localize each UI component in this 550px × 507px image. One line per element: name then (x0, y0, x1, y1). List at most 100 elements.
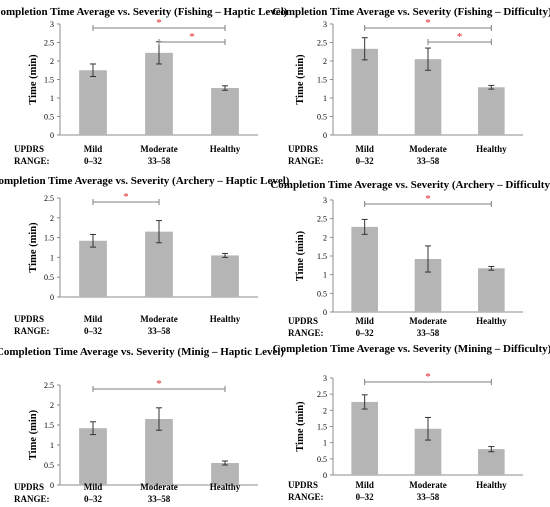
y-tick-label: 1.5 (317, 423, 327, 432)
y-tick-label: 0 (323, 471, 327, 480)
category-label: Healthy (210, 482, 241, 492)
category-label: Moderate (409, 316, 446, 326)
y-tick-label: 3 (323, 196, 327, 205)
updrs-row-label: UPDRS (288, 316, 318, 326)
significance-star: * (156, 378, 162, 390)
bar-mild (79, 428, 107, 485)
y-tick-label: 0 (50, 481, 54, 490)
category-range-label: 33–58 (148, 326, 171, 336)
updrs-row-label: UPDRS (14, 314, 44, 324)
y-tick-label: 2 (323, 57, 327, 66)
significance-star: * (425, 193, 431, 205)
chart-title: Completion Time Average vs. Severity (Ar… (0, 175, 290, 187)
bar-healthy (478, 87, 505, 135)
y-tick-label: 1 (323, 439, 327, 448)
bar-mild (351, 401, 378, 475)
y-axis-label: Time (min) (295, 401, 306, 452)
y-tick-label: 1 (50, 253, 54, 262)
range-row-label: RANGE: (288, 328, 324, 338)
y-tick-label: 0.5 (44, 113, 54, 122)
category-range-label: 0–32 (356, 156, 375, 166)
chart-title: Completion Time Average vs. Severity (Mi… (273, 343, 550, 355)
chart-panel-4: Completion Time Average vs. Severity (Ar… (270, 179, 550, 338)
y-tick-label: 1.5 (44, 76, 54, 85)
updrs-row-label: UPDRS (288, 480, 318, 490)
category-label: Mild (84, 482, 103, 492)
y-tick-label: 1.5 (44, 421, 54, 430)
category-label: Moderate (140, 144, 177, 154)
range-row-label: RANGE: (288, 492, 324, 502)
y-tick-label: 3 (323, 20, 327, 29)
y-tick-label: 2.5 (317, 390, 327, 399)
bar-moderate (145, 52, 173, 135)
updrs-row-label: UPDRS (14, 482, 44, 492)
range-row-label: RANGE: (14, 494, 50, 504)
category-label: Mild (355, 480, 374, 490)
y-tick-label: 0.5 (317, 455, 327, 464)
y-tick-label: 2 (323, 233, 327, 242)
range-row-label: RANGE: (288, 156, 324, 166)
bar-healthy (478, 268, 505, 312)
updrs-row-label: UPDRS (288, 144, 318, 154)
bar-mild (79, 70, 107, 135)
y-tick-label: 2 (50, 57, 54, 66)
category-range-label: 33–58 (417, 328, 440, 338)
significance-star: * (189, 31, 195, 43)
y-axis-label: Time (min) (295, 54, 306, 105)
chart-title: Completion Time Average vs. Severity (Mi… (0, 346, 284, 358)
chart-panel-5: Completion Time Average vs. Severity (Mi… (0, 346, 284, 504)
bar-healthy (211, 255, 239, 297)
category-label: Moderate (140, 482, 177, 492)
category-label: Mild (355, 144, 374, 154)
category-label: Healthy (476, 316, 507, 326)
range-row-label: RANGE: (14, 326, 50, 336)
y-tick-label: 2.5 (317, 39, 327, 48)
category-range-label: 33–58 (417, 156, 440, 166)
bar-mild (351, 226, 378, 312)
bar-healthy (211, 463, 239, 485)
category-range-label: 0–32 (84, 156, 103, 166)
y-axis-label: Time (min) (295, 230, 306, 281)
y-tick-label: 3 (50, 20, 54, 29)
y-tick-label: 0 (50, 131, 54, 140)
y-tick-label: 2.5 (317, 215, 327, 224)
bar-healthy (211, 88, 239, 135)
significance-star: * (123, 191, 129, 203)
category-range-label: 33–58 (148, 156, 171, 166)
y-tick-label: 0.5 (44, 273, 54, 282)
y-tick-label: 1 (323, 271, 327, 280)
chart-panel-2: Completion Time Average vs. Severity (Fi… (272, 6, 550, 166)
y-tick-label: 2 (50, 401, 54, 410)
y-tick-label: 2.5 (44, 39, 54, 48)
y-tick-label: 1.5 (44, 234, 54, 243)
y-tick-label: 1 (323, 94, 327, 103)
bar-healthy (478, 449, 505, 475)
y-tick-label: 3 (323, 374, 327, 383)
category-label: Moderate (409, 480, 446, 490)
significance-star: * (457, 31, 463, 43)
category-range-label: 33–58 (417, 492, 440, 502)
y-tick-label: 1 (50, 441, 54, 450)
bar-moderate (414, 59, 442, 135)
y-tick-label: 2.5 (44, 194, 54, 203)
y-axis-label: Time (min) (28, 409, 39, 460)
category-label: Mild (355, 316, 374, 326)
chart-panel-3: Completion Time Average vs. Severity (Ar… (0, 175, 290, 336)
y-axis-label: Time (min) (28, 222, 39, 273)
category-label: Healthy (476, 144, 507, 154)
y-axis-label: Time (min) (28, 54, 39, 105)
chart-panel-1: Completion Time Average vs. Severity (Fi… (0, 6, 288, 166)
bar-mild (79, 240, 107, 297)
range-row-label: RANGE: (14, 156, 50, 166)
y-tick-label: 1 (50, 94, 54, 103)
category-label: Healthy (210, 144, 241, 154)
significance-star: * (425, 371, 431, 383)
category-range-label: 33–58 (148, 494, 171, 504)
y-tick-label: 0.5 (317, 289, 327, 298)
y-tick-label: 1.5 (317, 252, 327, 261)
y-tick-label: 2 (50, 214, 54, 223)
category-label: Moderate (409, 144, 446, 154)
chart-title: Completion Time Average vs. Severity (Ar… (270, 179, 550, 191)
significance-star: * (425, 17, 431, 29)
